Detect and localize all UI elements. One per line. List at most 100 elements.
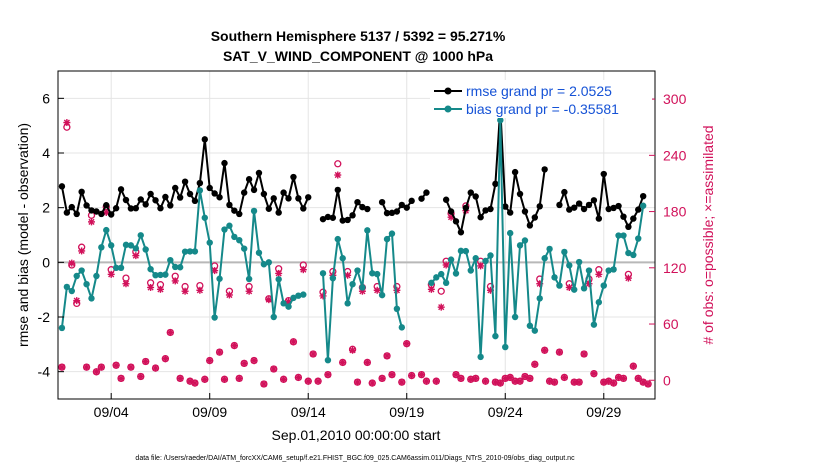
rmse-point [566, 206, 573, 213]
bias-point [231, 233, 238, 241]
obs-assimilated-point [634, 374, 642, 382]
obs-assimilated-point [619, 374, 627, 382]
rmse-point [472, 193, 479, 200]
bias-point [221, 226, 228, 233]
obs-assimilated-point [398, 378, 406, 386]
bias-point [122, 241, 130, 249]
bias-point [265, 259, 273, 266]
rmse-point [457, 229, 465, 236]
rmse-point [191, 197, 199, 205]
data-file-footer: data file: /Users/raeder/DAI/ATM_forcXX/… [135, 455, 575, 462]
bias-point [605, 267, 612, 274]
x-tick-label: 09/14 [291, 404, 326, 420]
bias-point [167, 256, 174, 264]
bias-point [329, 274, 337, 282]
bias-point [349, 281, 356, 288]
rmse-point [580, 205, 588, 213]
rmse-point [176, 194, 184, 201]
obs-assimilated-point [427, 285, 435, 293]
obs-assimilated-point [63, 119, 71, 127]
rmse-point [477, 214, 484, 221]
y-tick-label-left: 0 [42, 254, 50, 270]
y-tick-label-right: 0 [663, 372, 671, 388]
obs-assimilated-point [299, 266, 307, 274]
bias-point [300, 291, 307, 298]
rmse-point [58, 183, 66, 190]
bias-point [506, 229, 514, 237]
obs-assimilated-point [166, 328, 174, 336]
bias-point [260, 261, 268, 268]
bias-point [373, 270, 381, 278]
bias-point [295, 292, 302, 299]
x-tick-label: 09/29 [586, 404, 621, 420]
rmse-point [285, 195, 292, 202]
y-axis-label-left: rmse and bias (model - observation) [15, 123, 31, 347]
rmse-point [172, 184, 179, 192]
rmse-point [378, 199, 386, 206]
obs-assimilated-point [68, 259, 76, 267]
obs-assimilated-point [595, 270, 603, 278]
rmse-point [137, 196, 144, 203]
obs-assimilated-point [275, 269, 283, 277]
rmse-point [610, 204, 617, 212]
rmse-point [245, 176, 253, 183]
bias-point [492, 332, 499, 340]
y-tick-label-right: 300 [663, 91, 687, 107]
bias-point [590, 321, 598, 328]
bias-point [157, 271, 164, 279]
rmse-point [442, 196, 450, 203]
obs-assimilated-point [403, 340, 411, 348]
rmse-point [487, 205, 494, 213]
bias-point [176, 264, 184, 271]
bias-point [452, 270, 460, 277]
bias-point [561, 248, 568, 256]
bias-point [137, 232, 144, 239]
bias-point [245, 275, 253, 283]
obs-assimilated-point [546, 377, 554, 385]
rmse-point [403, 204, 410, 211]
obs-assimilated-point [600, 378, 608, 386]
rmse-point [615, 202, 622, 210]
bias-point [462, 247, 470, 255]
bias-point [442, 279, 450, 287]
obs-assimilated-point [580, 350, 588, 358]
rmse-point [364, 205, 371, 213]
bias-point [393, 305, 401, 312]
plot-area [58, 71, 655, 399]
bias-point [280, 300, 287, 307]
rmse-point [221, 159, 228, 167]
bias-point [103, 226, 110, 234]
obs-assimilated-point [230, 342, 238, 350]
bias-point [250, 207, 258, 215]
obs-assimilated-point [368, 379, 376, 387]
obs-assimilated-point [496, 379, 504, 387]
rmse-point [630, 215, 637, 222]
bias-point [236, 236, 243, 244]
obs-assimilated-point [225, 291, 233, 299]
rmse-point [122, 196, 130, 204]
rmse-point [349, 212, 356, 219]
legend-bias-label: bias grand pr = -0.35581 [466, 101, 619, 117]
rmse-point [93, 208, 100, 215]
obs-assimilated-point [137, 373, 145, 381]
y-tick-label-left: 6 [42, 90, 50, 106]
rmse-point [275, 209, 282, 216]
obs-assimilated-point [73, 297, 81, 305]
bias-point [162, 271, 169, 278]
chart-title: Southern Hemisphere 5137 / 5392 = 95.271… [211, 28, 506, 44]
rmse-point [98, 210, 105, 218]
bias-point [497, 117, 504, 124]
obs-assimilated-point [565, 283, 573, 291]
obs-assimilated-point [477, 262, 485, 270]
rmse-point [211, 190, 218, 197]
obs-assimilated-point [324, 371, 332, 379]
obs-assimilated-point [201, 375, 209, 383]
rmse-point [521, 208, 529, 215]
obs-count-layer [58, 119, 652, 388]
rmse-point [290, 173, 297, 181]
obs-assimilated-point [457, 374, 465, 382]
obs-assimilated-point [624, 274, 632, 282]
rmse-point [452, 218, 460, 225]
rmse-point [354, 199, 361, 206]
rmse-point [561, 188, 568, 196]
